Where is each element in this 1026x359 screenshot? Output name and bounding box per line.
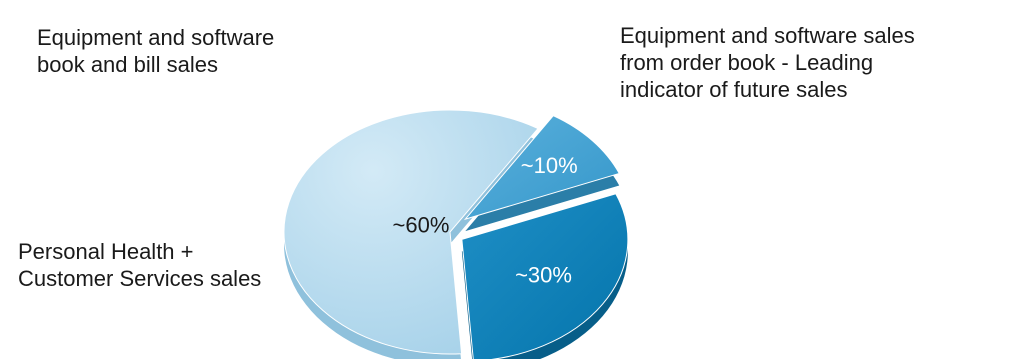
slice-value-order-book: ~30% (515, 263, 572, 288)
slice-label-book-and-bill: Equipment and software book and bill sal… (37, 24, 274, 78)
slice-value-services: ~60% (393, 212, 450, 237)
slice-label-order-book: Equipment and software sales from order … (620, 22, 915, 103)
pie-slice-services (283, 109, 539, 355)
slice-label-order-book-line-3: indicator of future sales (620, 77, 848, 102)
slice-label-services-line-1: Personal Health + (18, 239, 194, 264)
pie-slice-order-book (461, 193, 629, 359)
pie-slice-book-and-bill (463, 115, 620, 221)
slice-label-services-line-2: Customer Services sales (18, 266, 262, 291)
slice-label-book-and-bill-line-1: Equipment and software (37, 25, 275, 50)
slice-label-book-and-bill-line-2: book and bill sales (37, 52, 219, 77)
slice-value-book-and-bill: ~10% (521, 153, 578, 178)
slice-label-services: Personal Health + Customer Services sale… (18, 238, 261, 292)
slice-label-order-book-line-1: Equipment and software sales (620, 23, 915, 48)
slice-label-order-book-line-2: from order book - Leading (620, 50, 874, 75)
